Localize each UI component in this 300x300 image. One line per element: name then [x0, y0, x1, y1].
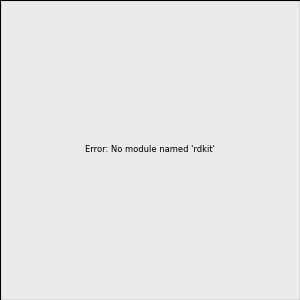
Text: Error: No module named 'rdkit': Error: No module named 'rdkit' [85, 146, 215, 154]
